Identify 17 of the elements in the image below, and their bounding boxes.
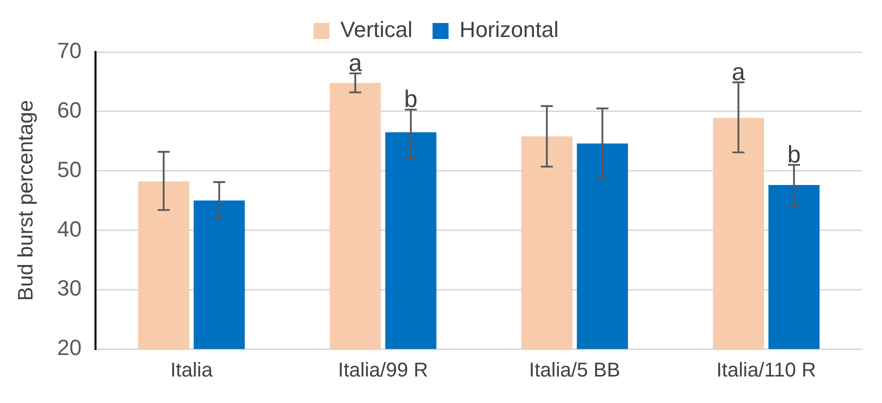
annotation: b (787, 141, 801, 168)
y-tick-label: 60 (57, 97, 82, 122)
annotation: a (732, 58, 746, 86)
legend-label: Horizontal (460, 17, 559, 42)
annotation: a (348, 50, 363, 78)
x-tick-label: Italia/110 R (716, 360, 816, 382)
y-tick-label: 70 (57, 38, 82, 64)
x-tick-label: Italia/5 BB (529, 360, 620, 382)
y-axis-title: Bud burst percentage (14, 100, 38, 301)
y-tick-label: 40 (57, 216, 82, 242)
y-tick-label: 50 (57, 156, 82, 182)
x-tick-label: Italia/99 R (338, 360, 428, 382)
x-tick-label: Italia (170, 360, 214, 382)
legend-label: Vertical (340, 17, 413, 42)
annotation: b (404, 86, 418, 114)
y-tick-label: 30 (57, 276, 82, 301)
y-tick-label: 20 (57, 335, 82, 360)
